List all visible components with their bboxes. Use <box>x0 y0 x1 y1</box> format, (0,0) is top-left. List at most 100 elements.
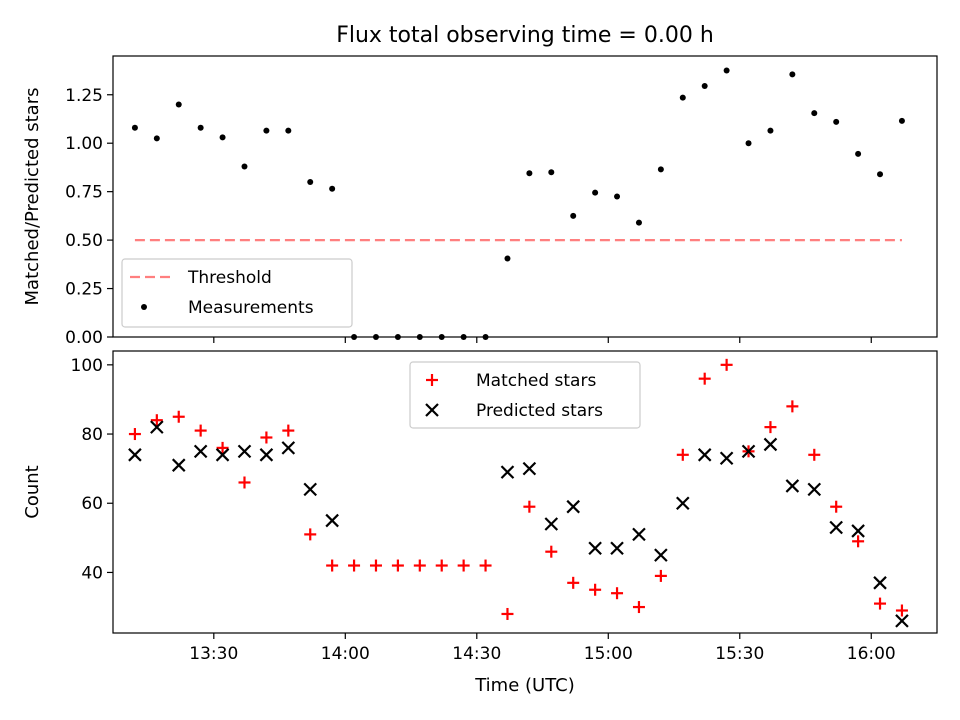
x-b <box>654 548 668 562</box>
data-point <box>789 71 796 78</box>
data-point-predicted <box>544 517 559 531</box>
data-point-matched <box>194 424 207 437</box>
x-b <box>522 461 537 476</box>
data-point-predicted <box>259 448 274 462</box>
legend-box <box>409 361 641 429</box>
data-point-matched <box>326 559 339 572</box>
data-point <box>855 150 862 157</box>
y-tick-label: 0.25 <box>65 280 103 300</box>
x-b <box>500 465 515 479</box>
x-b <box>150 420 164 434</box>
data-point-matched <box>172 410 185 423</box>
x-b <box>697 448 712 462</box>
data-point-matched <box>654 569 667 582</box>
data-point <box>219 134 226 141</box>
y-tick-label: 1.25 <box>65 86 103 106</box>
data-point-predicted <box>763 437 778 452</box>
x-b <box>303 482 318 497</box>
data-point <box>635 219 642 226</box>
data-point-predicted <box>719 451 734 466</box>
data-point-matched <box>852 535 865 548</box>
data-point-matched <box>391 559 404 572</box>
data-point <box>548 169 555 176</box>
x-b <box>325 513 339 528</box>
data-point-predicted <box>566 499 580 514</box>
data-point-matched <box>589 583 602 596</box>
data-point <box>811 110 818 117</box>
x-b <box>676 496 690 511</box>
data-point-predicted <box>303 482 318 497</box>
data-point-matched <box>567 576 580 589</box>
data-point <box>131 124 138 131</box>
x-b <box>895 614 909 628</box>
x-tick-label: 15:30 <box>715 644 764 664</box>
data-point <box>877 171 884 178</box>
x-b <box>807 482 822 497</box>
data-point <box>898 117 905 124</box>
data-point <box>614 193 621 200</box>
data-point <box>329 185 336 192</box>
data-point-predicted <box>193 444 208 459</box>
data-point-matched <box>426 374 438 386</box>
data-point-matched <box>348 559 361 572</box>
data-point-matched <box>304 528 317 541</box>
x-b <box>610 541 624 556</box>
data-point-matched <box>698 372 711 385</box>
y-axis-label: Matched/Predicted stars <box>22 88 43 306</box>
x-b <box>193 444 208 459</box>
x-b <box>851 524 865 538</box>
data-point <box>701 83 708 90</box>
legend: Matched stars Predicted stars <box>409 361 641 429</box>
data-point-matched <box>128 428 141 441</box>
data-point <box>263 127 270 134</box>
data-point-matched <box>479 559 492 572</box>
data-point-matched <box>895 604 908 617</box>
x-tick-label: 14:30 <box>452 644 501 664</box>
data-point-predicted <box>171 458 186 472</box>
x-b <box>873 576 887 590</box>
chart-title: Flux total observing time = 0.00 h <box>336 23 714 48</box>
legend-label: Measurements <box>188 298 314 318</box>
data-point-matched <box>369 559 382 572</box>
data-point-matched <box>435 559 448 572</box>
data-point-predicted <box>851 524 865 538</box>
data-point-predicted <box>807 482 822 497</box>
data-point-predicted <box>610 541 624 556</box>
y-tick-label: 60 <box>81 494 103 514</box>
data-point <box>285 127 292 134</box>
data-point-matched <box>238 476 251 489</box>
data-point-predicted <box>588 541 602 556</box>
bottom-panel-counts: 40 60 80 100 13:30 14:00 14:30 15:00 15:30 16:00 C… <box>22 350 938 664</box>
data-point <box>570 212 577 219</box>
data-point-matched <box>611 587 624 600</box>
y-tick-label: 0.00 <box>65 328 103 348</box>
data-point-matched <box>413 559 426 572</box>
data-point-predicted <box>632 527 646 542</box>
data-point-predicted <box>697 448 712 462</box>
data-point-matched <box>786 400 799 413</box>
data-point-predicted <box>741 444 756 459</box>
x-tick-label: 16:00 <box>847 644 896 664</box>
data-point <box>197 124 204 131</box>
axes-frame <box>112 55 938 338</box>
x-b <box>128 448 142 462</box>
data-point <box>767 127 774 134</box>
y-tick-label: 0.50 <box>65 231 103 251</box>
x-b <box>171 458 186 472</box>
data-point <box>141 304 147 310</box>
data-point-matched <box>457 559 470 572</box>
data-point-matched <box>808 448 821 461</box>
data-point-predicted <box>895 614 909 628</box>
data-point-predicted <box>676 496 690 511</box>
x-b <box>259 448 274 462</box>
data-point-matched <box>545 545 558 558</box>
data-point-matched <box>720 358 733 371</box>
data-point-matched <box>216 441 229 454</box>
x-b <box>741 444 756 459</box>
data-point-predicted <box>425 403 439 417</box>
data-point-predicted <box>785 479 800 493</box>
y-tick-label: 40 <box>81 563 103 583</box>
legend-label: Predicted stars <box>476 401 603 421</box>
